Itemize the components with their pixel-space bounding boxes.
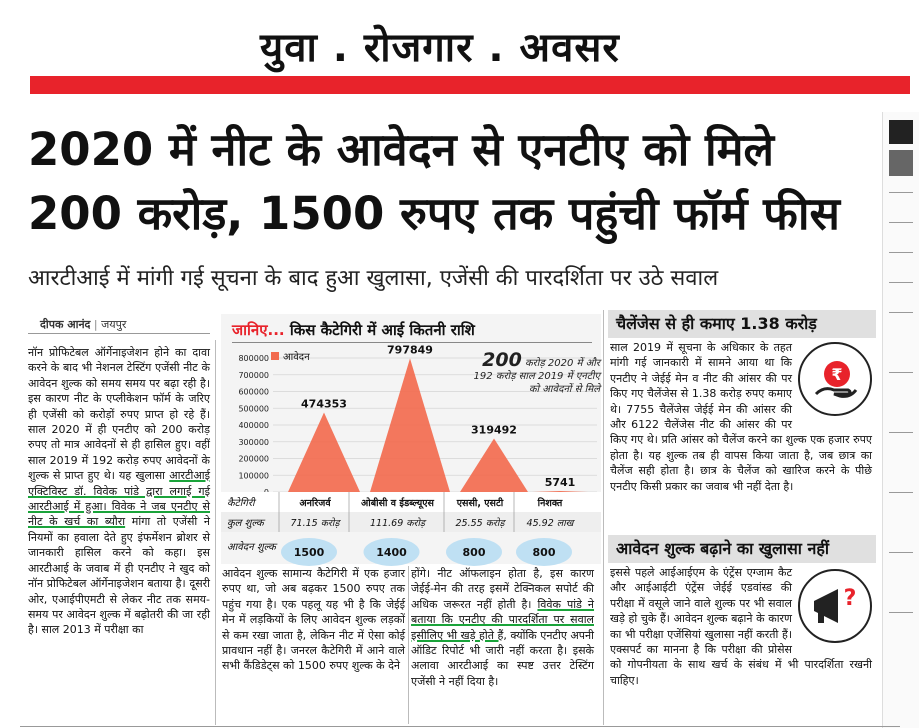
sidebar1-title: चैलेंजेस से ही कमाए 1.38 करोड़: [608, 310, 876, 338]
sidebar2-title: आवेदन शुल्क बढ़ाने का खुलासा नहीं: [608, 535, 876, 563]
app-fee-pill: [363, 538, 420, 566]
category-label: एससी, एसटी: [456, 497, 504, 509]
fee-value: 25.55 करोड़: [456, 517, 507, 529]
column-divider-3: [603, 310, 604, 725]
col3-text: होंगे। नीट ऑफलाइन होता है, इस कारण जेईई-…: [411, 567, 594, 611]
category-label: ओबीसी व ईडब्ल्यूएस: [361, 497, 435, 509]
peak-1: [370, 358, 450, 492]
byline: दीपक आनंद | जयपुर: [40, 318, 127, 331]
note-text-3: को आवेदनों से मिले: [528, 384, 600, 395]
note-text-1: करोड़ 2020 में और: [525, 358, 600, 369]
fee-values: 71.15 करोड़ 111.69 करोड़ 25.55 करोड़ 45.92 …: [291, 517, 576, 529]
fee-row-label: कुल शुल्क: [227, 518, 266, 529]
headline-line-2: 200 करोड़, 1500 रुपए तक पहुंची फॉर्म फीस: [28, 187, 840, 240]
col1-text: नॉन प्रोफिटेबल ऑर्गेनाइजेशन होने का दावा…: [28, 346, 210, 483]
byline-rule: [28, 333, 210, 334]
infographic-title-rest: किस कैटेगिरी में आई कितनी राशि: [289, 321, 475, 339]
value-label: 319492: [471, 423, 517, 436]
category-label: निशक्त: [537, 497, 563, 509]
byline-city: जयपुर: [101, 318, 127, 331]
chart-peaks: [288, 358, 588, 492]
y-tick-label: 300000: [238, 438, 269, 447]
category-row-bg: [221, 492, 601, 512]
byline-author: दीपक आनंद: [40, 318, 91, 331]
app-fee-pill: [516, 538, 572, 566]
y-tick-label: 600000: [238, 388, 269, 397]
article-column-1: नॉन प्रोफिटेबल ऑर्गेनाइजेशन होने का दावा…: [28, 345, 210, 638]
peak-2: [460, 438, 528, 492]
peak-0: [288, 412, 360, 492]
sidebar2-body: ? इससे पहले आईआईएम के एंट्रेंस एग्जाम कै…: [610, 565, 872, 688]
y-tick-label: 800000: [238, 354, 269, 363]
note-text-2: 192 करोड़ साल 2019 में एनटीए: [473, 371, 601, 382]
masthead-title: युवा . रोजगार . अवसर: [260, 25, 620, 71]
fee-value: 45.92 लाख: [527, 518, 576, 529]
value-labels: 474353 797849 319492 5741: [301, 344, 575, 489]
infographic-title: जानिए... किस कैटेगिरी में आई कितनी राशि: [232, 320, 475, 340]
adjacent-page-strip: [882, 112, 919, 728]
value-label: 797849: [387, 344, 433, 356]
article-column-2: आवेदन शुल्क सामान्य कैटेगिरी में एक हजार…: [222, 566, 405, 674]
app-fee-value: 1500: [294, 546, 325, 559]
article-column-3: होंगे। नीट ऑफलाइन होता है, इस कारण जेईई-…: [411, 566, 594, 689]
y-tick-label: 400000: [238, 421, 269, 430]
app-fee-pill: [281, 538, 337, 566]
legend: आवेदन: [271, 351, 310, 363]
peak-3: [532, 491, 588, 492]
col3-text-2: क्योंकि एनटीए अपनी ऑडिट रिपोर्ट भी जारी …: [411, 628, 595, 688]
y-tick-label: 100000: [238, 471, 269, 480]
infographic-title-prefix: जानिए...: [232, 321, 285, 339]
column-divider-2: [408, 566, 409, 724]
value-label: 5741: [545, 476, 576, 489]
category-labels: अनरिजर्व ओबीसी व ईडब्ल्यूएस एससी, एसटी निशक…: [278, 492, 563, 532]
megaphone-icon: ?: [798, 569, 872, 643]
masthead-red-bar: [30, 76, 910, 94]
legend-label: आवेदन: [283, 351, 310, 363]
category-label: अनरिजर्व: [299, 497, 331, 509]
value-label: 474353: [301, 398, 347, 411]
sidebar1-text: साल 2019 में सूचना के अधिकार के तहत मांग…: [610, 341, 872, 493]
infographic-title-rule: [232, 342, 592, 343]
col3-underlined: विवेक पांडे ने बताया कि एनटीए की पारदर्श…: [411, 597, 595, 642]
col1-text-2: मांगा तो एजेंसी ने नियमों का हवाला देते …: [28, 515, 210, 637]
fee-value: 71.15 करोड़: [291, 517, 342, 529]
category-row-label: कैटेगिरी: [227, 497, 257, 509]
app-fee-pills: 1500 1400 800 800: [281, 538, 572, 566]
y-tick-label: 700000: [238, 371, 269, 380]
page-bottom-rule: [20, 726, 900, 727]
app-fee-row-label: आवेदन शुल्क: [227, 541, 278, 553]
fee-row-bg: [221, 512, 601, 532]
subheadline: आरटीआई में मांगी गई सूचना के बाद हुआ खुल…: [28, 266, 719, 291]
app-fee-value: 800: [533, 546, 556, 559]
headline-line-1: 2020 में नीट के आवेदन से एनटीए को मिले: [28, 123, 775, 176]
column-divider: [215, 340, 216, 725]
infographic-note: 200 करोड़ 2020 में और 192 करोड़ साल 2019…: [450, 351, 601, 396]
applications-chart: 0100000200000300000400000500000600000700…: [221, 344, 601, 566]
svg-text:?: ?: [844, 586, 857, 611]
app-fee-value: 1400: [376, 546, 407, 559]
app-fee-value: 800: [463, 546, 486, 559]
col1-underlined: आरटीआई एक्टिविस्ट डॉ. विवेक पांडे द्वारा…: [28, 469, 210, 529]
sidebar2-text: इससे पहले आईआईएम के एंट्रेंस एग्जाम कैट …: [610, 566, 872, 687]
y-tick-label: 500000: [238, 404, 269, 413]
legend-swatch: [271, 352, 279, 360]
app-fee-pill: [446, 538, 502, 566]
svg-text:₹: ₹: [831, 365, 842, 384]
note-big-number: 200: [482, 349, 522, 371]
sidebar1-body: ₹ साल 2019 में सूचना के अधिकार के तहत मा…: [610, 340, 872, 494]
fee-value: 111.69 करोड़: [370, 517, 427, 529]
rupee-hand-icon: ₹: [798, 342, 872, 416]
headline: 2020 में नीट के आवेदन से एनटीए को मिले 2…: [28, 118, 878, 246]
y-tick-label: 200000: [238, 455, 269, 464]
col2-text: आवेदन शुल्क सामान्य कैटेगिरी में एक हजार…: [222, 567, 405, 673]
